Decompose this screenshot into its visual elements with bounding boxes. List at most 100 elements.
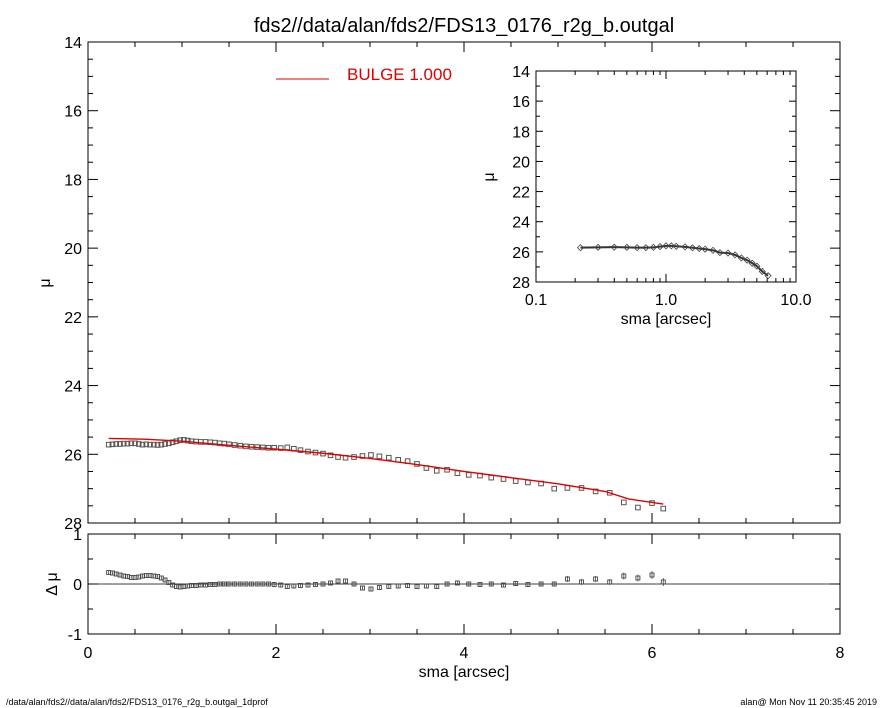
residual-point [395, 583, 401, 589]
inset-data-point [667, 242, 675, 250]
data-point [158, 441, 165, 448]
data-point [226, 441, 232, 448]
bulge-model-line [108, 437, 664, 505]
main-y-tick-label: 16 [64, 104, 82, 121]
chart-title: fds2//data/alan/fds2/FDS13_0176_r2g_b.ou… [254, 15, 674, 37]
residual-point [454, 580, 460, 586]
residual-y-tick-label: 0 [73, 577, 82, 594]
residual-x-ticks: 0 2 4 6 8 [84, 534, 845, 662]
residual-point [386, 584, 392, 589]
residual-point [271, 582, 277, 587]
residual-point [226, 581, 232, 587]
inset-x-tick-label: 0.1 [525, 292, 547, 309]
inset-data-point [633, 244, 641, 252]
x-tick-label: 6 [648, 645, 657, 662]
data-point [327, 452, 334, 459]
data-point [151, 441, 157, 448]
inset-data-point [642, 244, 650, 252]
residual-point [249, 581, 255, 587]
inset-data-point [649, 243, 657, 251]
data-point [105, 441, 112, 448]
inset-y-tick-label: 22 [512, 185, 530, 202]
residual-point [232, 581, 238, 587]
data-point [184, 437, 191, 444]
residual-point [343, 578, 349, 584]
residual-point [477, 582, 483, 587]
inset-y-tick-label: 24 [512, 215, 530, 232]
residual-point [525, 582, 531, 587]
data-point [592, 488, 599, 495]
inset-data-point [748, 259, 756, 267]
data-point [551, 485, 558, 492]
residual-point [320, 581, 326, 587]
main-plot: 14 16 18 20 22 24 26 28 μ BULGE 1.000 [37, 35, 841, 533]
residual-point [221, 581, 227, 587]
data-point [147, 441, 153, 448]
data-point [386, 454, 392, 461]
main-y-tick-label: 18 [64, 172, 82, 189]
inset-data-point [731, 251, 739, 259]
residual-point [243, 581, 249, 587]
residual-point [162, 577, 168, 583]
data-point [368, 452, 374, 458]
data-point [162, 441, 168, 447]
residual-point [278, 582, 284, 588]
inset-data-point [716, 249, 724, 257]
inset-data-point [681, 243, 689, 251]
data-point [284, 444, 291, 451]
residual-y-tick-label: -1 [68, 627, 82, 644]
residual-point [564, 576, 570, 582]
residual-point [635, 575, 641, 581]
main-y-tick-label: 28 [64, 516, 82, 533]
data-point [465, 472, 472, 478]
inset-data-point [758, 267, 766, 276]
legend: BULGE 1.000 [276, 65, 452, 84]
residual-point [207, 582, 213, 587]
residual-point [593, 576, 599, 582]
residual-point [368, 586, 374, 592]
residual-point [414, 584, 420, 589]
residual-point [212, 582, 218, 587]
data-point [132, 440, 138, 447]
residual-y-tick-label: 1 [73, 527, 82, 544]
main-y-tick-label: 26 [64, 447, 82, 464]
data-point [635, 504, 641, 511]
residual-point [376, 585, 382, 590]
inset-data-point [672, 242, 680, 250]
main-y-tick-label: 22 [64, 310, 82, 327]
inset-data-point [623, 243, 631, 251]
residual-point [193, 583, 199, 588]
inset-data-point [695, 244, 703, 253]
residual-point [444, 581, 450, 587]
data-point [660, 505, 667, 512]
residual-point [351, 581, 357, 587]
data-point [120, 440, 127, 447]
x-tick-label: 2 [272, 645, 281, 662]
data-point [376, 453, 383, 460]
residual-point [328, 580, 333, 586]
residual-point [434, 584, 440, 589]
residual-data-points [106, 570, 666, 592]
legend-label: BULGE 1.000 [347, 65, 452, 84]
residual-point [513, 581, 519, 586]
data-point [135, 441, 142, 447]
inset-x-ticks: 0.1 1.0 10.0 [525, 71, 812, 309]
main-data-points [105, 437, 667, 512]
data-point [271, 444, 277, 451]
residual-y-axis-label: Δ μ [44, 572, 61, 595]
data-point [454, 470, 461, 476]
inset-data-point [576, 244, 585, 252]
inset-y-tick-label: 20 [512, 154, 530, 171]
inset-y-tick-label: 16 [512, 94, 530, 111]
data-point [154, 442, 161, 448]
residual-point [335, 578, 341, 584]
data-point [621, 499, 627, 506]
inset-data-point [737, 254, 745, 262]
residual-point [488, 581, 494, 587]
inset-y-tick-label: 26 [512, 245, 530, 262]
residual-point [649, 572, 655, 578]
inset-y-tick-label: 28 [512, 275, 530, 292]
x-tick-label: 0 [84, 645, 93, 662]
